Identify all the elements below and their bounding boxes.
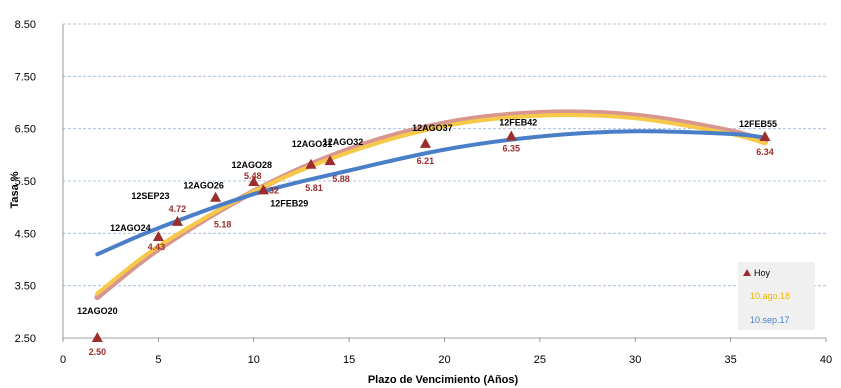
legend-label-sep17: 10.sep.17 [750,315,790,325]
x-tick-label: 25 [534,354,546,366]
value-label-12feb55: 6.34 [756,147,774,157]
curve-aug18 [95,113,767,296]
curves [94,109,768,301]
axes: 2.50 3.50 4.50 5.50 6.50 7.50 8.50 0 5 10 15 20 25 30… [15,19,833,366]
value-label-12feb42: 6.35 [502,144,520,154]
point-marker-12ago37 [419,137,431,148]
x-tick-label: 20 [438,354,450,366]
value-label-12feb29: 5.32 [262,185,280,195]
legend-box [738,262,815,330]
x-tick-label: 30 [629,354,641,366]
point-marker-12ago24 [152,230,164,241]
value-label-12ago24: 4.43 [148,242,166,252]
value-label-12ago26: 5.18 [214,220,232,230]
x-tick-label: 40 [820,354,832,366]
y-tick-label: 5.50 [15,176,36,188]
point-marker-12feb55 [759,131,771,142]
y-tick-label: 2.50 [15,333,36,345]
x-tick-label: 5 [155,354,161,366]
value-label-12ago37: 6.21 [417,156,435,166]
point-marker-12ago31 [305,158,317,169]
bond-label-12feb55: 12FEB55 [739,119,777,129]
point-marker-12ago28 [248,176,260,187]
value-label-12sep23: 4.72 [169,204,187,214]
curve-sep17 [95,129,767,257]
legend-label-aug18: 10.ago.18 [750,291,790,301]
bond-label-12feb29: 12FEB29 [270,198,308,208]
bond-label-12ago28: 12AGO28 [231,160,272,170]
legend-marker-hoy [743,269,751,276]
bond-label-12ago32: 12AGO32 [323,137,364,147]
x-axis-title: Plazo de Vencimiento (Años) [368,374,519,386]
y-tick-label: 6.50 [15,124,36,136]
point-marker-12feb42 [505,130,517,141]
data-points [91,130,771,342]
bond-label-12feb42: 12FEB42 [499,118,537,128]
legend: Hoy 10.ago.18 10.sep.17 [738,262,815,330]
y-tick-label: 8.50 [15,19,36,31]
bond-label-12sep23: 12SEP23 [131,191,169,201]
y-axis-title: Tasa % [9,171,21,208]
point-marker-12ago26 [210,191,222,202]
point-marker-12sep23 [171,215,183,226]
point-marker-12feb29 [257,184,269,195]
y-tick-label: 7.50 [15,71,36,83]
x-tick-label: 10 [248,354,260,366]
bond-label-12ago20: 12AGO20 [77,306,118,316]
grid-lines [63,23,826,287]
point-marker-12ago32 [324,155,336,166]
value-label-12ago28: 5.48 [244,171,262,181]
bond-label-12ago31: 12AGO31 [292,139,333,149]
x-tick-label: 35 [725,354,737,366]
x-tick-label: 15 [343,354,355,366]
bond-label-12ago26: 12AGO26 [183,181,224,191]
legend-label-hoy: Hoy [754,268,771,278]
band-curve [94,109,768,301]
value-label-12ago31: 5.81 [305,183,323,193]
x-tick-label: 0 [60,354,66,366]
bond-label-12ago24: 12AGO24 [110,223,151,233]
y-tick-label: 3.50 [15,281,36,293]
point-marker-12ago20 [91,332,103,342]
value-label-12ago20: 2.50 [89,347,107,357]
value-label-12ago32: 5.88 [332,174,350,184]
bond-label-12ago37: 12AGO37 [412,123,453,133]
y-tick-label: 4.50 [15,228,36,240]
